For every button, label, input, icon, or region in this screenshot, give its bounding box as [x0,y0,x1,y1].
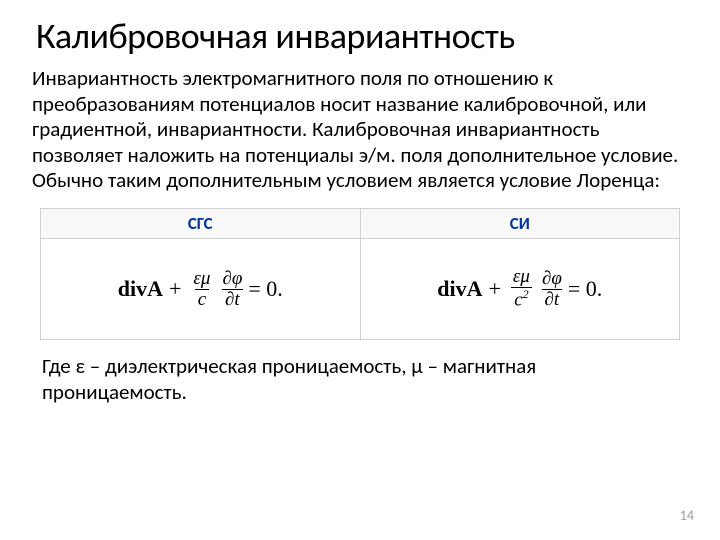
cell-si: divA + εμ c2 ∂φ ∂t = 0. [360,239,680,340]
slide: Калибровочная инвариантность Инвариантно… [0,0,720,540]
footer-paragraph: Где ε – диэлектрическая проницаемость, μ… [42,354,678,405]
cell-cgs: divA + εμ c ∂φ ∂t = 0. [41,239,361,340]
equals-zero: = 0. [248,276,282,302]
equation-cgs: divA + εμ c ∂φ ∂t = 0. [118,269,283,310]
coef-frac: εμ c [190,269,213,310]
col-header-si: СИ [360,209,680,239]
equations-table: СГС СИ divA + εμ c ∂φ ∂t = 0. [40,208,680,340]
deriv-frac: ∂φ ∂t [219,269,245,310]
page-number: 14 [680,507,694,524]
divA-term: divA [437,276,482,302]
plus-sign: + [169,276,181,302]
slide-title: Калибровочная инвариантность [36,14,692,58]
coef-frac: εμ c2 [510,267,533,310]
deriv-frac: ∂φ ∂t [539,269,565,310]
equation-si: divA + εμ c2 ∂φ ∂t = 0. [437,267,602,310]
col-header-cgs: СГС [41,209,361,239]
divA-term: divA [118,276,163,302]
body-paragraph: Инвариантность электромагнитного поля по… [32,66,688,194]
equals-zero: = 0. [568,276,602,302]
plus-sign: + [488,276,500,302]
